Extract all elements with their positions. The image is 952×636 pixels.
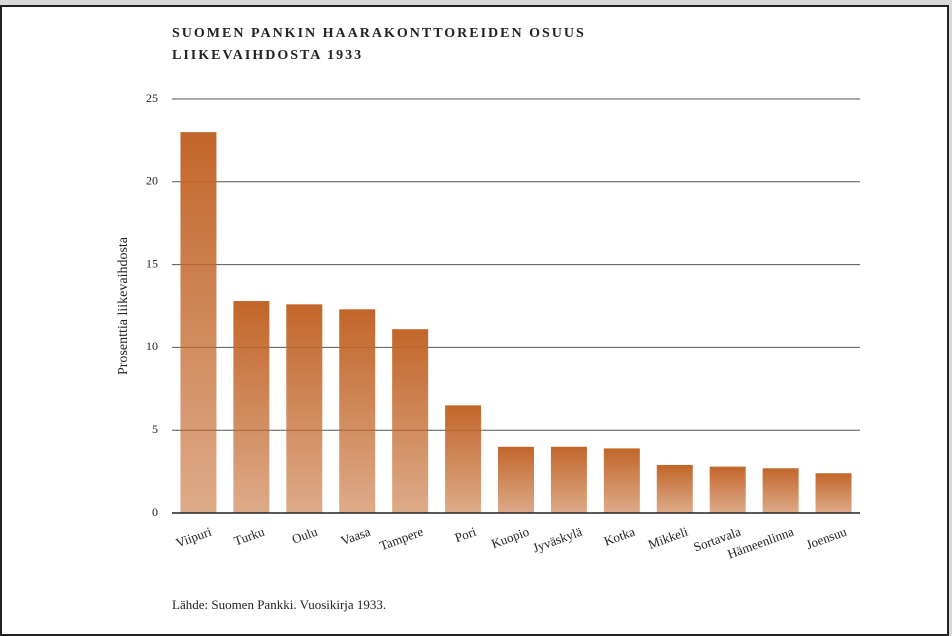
bar	[498, 446, 534, 513]
bar	[286, 304, 323, 513]
bar	[603, 448, 640, 513]
bar	[445, 405, 482, 513]
bar	[339, 309, 376, 513]
y-tick-label: 0	[152, 505, 158, 519]
x-tick-label: Pori	[453, 524, 479, 546]
bar	[180, 132, 217, 513]
y-tick-label: 5	[152, 422, 158, 436]
y-tick-label: 10	[146, 339, 158, 353]
bar	[550, 446, 587, 513]
bar	[656, 464, 693, 513]
bar	[815, 473, 852, 513]
chart-title: SUOMEN PANKIN HAARAKONTTOREIDEN OSUUS	[172, 26, 586, 41]
y-tick-label: 20	[146, 174, 158, 188]
frame	[0, 5, 949, 636]
chart-title: LIIKEVAIHDOSTA 1933	[172, 48, 363, 63]
y-tick-label: 15	[146, 256, 158, 270]
y-tick-label: 25	[146, 91, 158, 105]
bar	[233, 301, 270, 513]
y-axis-label: Prosenttia liikevaihdosta	[116, 236, 131, 375]
bar	[709, 466, 746, 513]
bar	[762, 468, 799, 513]
bar	[392, 329, 429, 513]
source-note: Lähde: Suomen Pankki. Vuosikirja 1933.	[172, 597, 386, 612]
